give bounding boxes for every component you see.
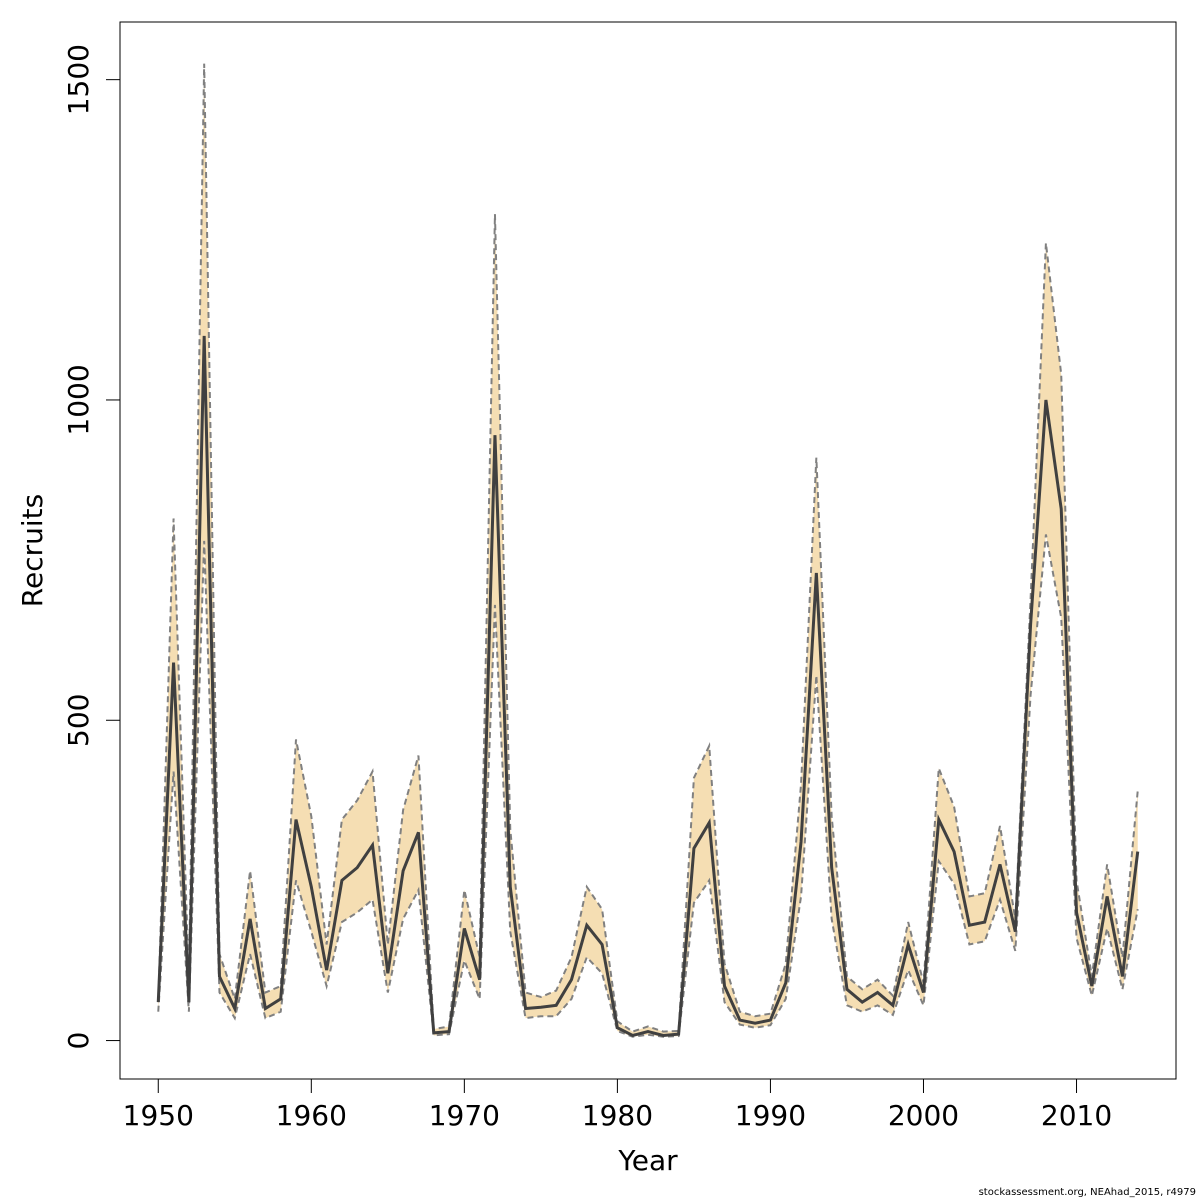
x-tick-label: 2000: [888, 1099, 959, 1132]
x-tick-label: 1950: [123, 1099, 194, 1132]
y-tick-label: 0: [62, 1032, 95, 1050]
series-lines: [156, 63, 1140, 1038]
series-lower-line: [157, 534, 1139, 1038]
y-tick-label: 1500: [62, 44, 95, 115]
confidence-band: [158, 63, 1138, 1037]
x-axis: 1950 1960 1970 1980 1990 2000 2010: [123, 1078, 1112, 1132]
band-area: [158, 63, 1138, 1037]
x-tick-label: 2010: [1041, 1099, 1112, 1132]
y-tick-label: 1000: [62, 364, 95, 435]
series-estimate-line: [156, 335, 1140, 1038]
y-axis: 0 500 1000 1500: [62, 44, 121, 1050]
plot-frame: [119, 21, 1177, 1080]
x-axis-title: Year: [617, 1144, 678, 1177]
source-footnote: stockassessment.org, NEAhad_2015, r4979: [978, 1187, 1196, 1198]
y-tick-label: 500: [62, 694, 95, 747]
y-axis-title: Recruits: [16, 494, 49, 607]
series-upper-line: [157, 63, 1139, 1033]
x-tick-label: 1960: [276, 1099, 347, 1132]
x-tick-label: 1980: [582, 1099, 653, 1132]
x-tick-label: 1970: [429, 1099, 500, 1132]
x-tick-label: 1990: [735, 1099, 806, 1132]
